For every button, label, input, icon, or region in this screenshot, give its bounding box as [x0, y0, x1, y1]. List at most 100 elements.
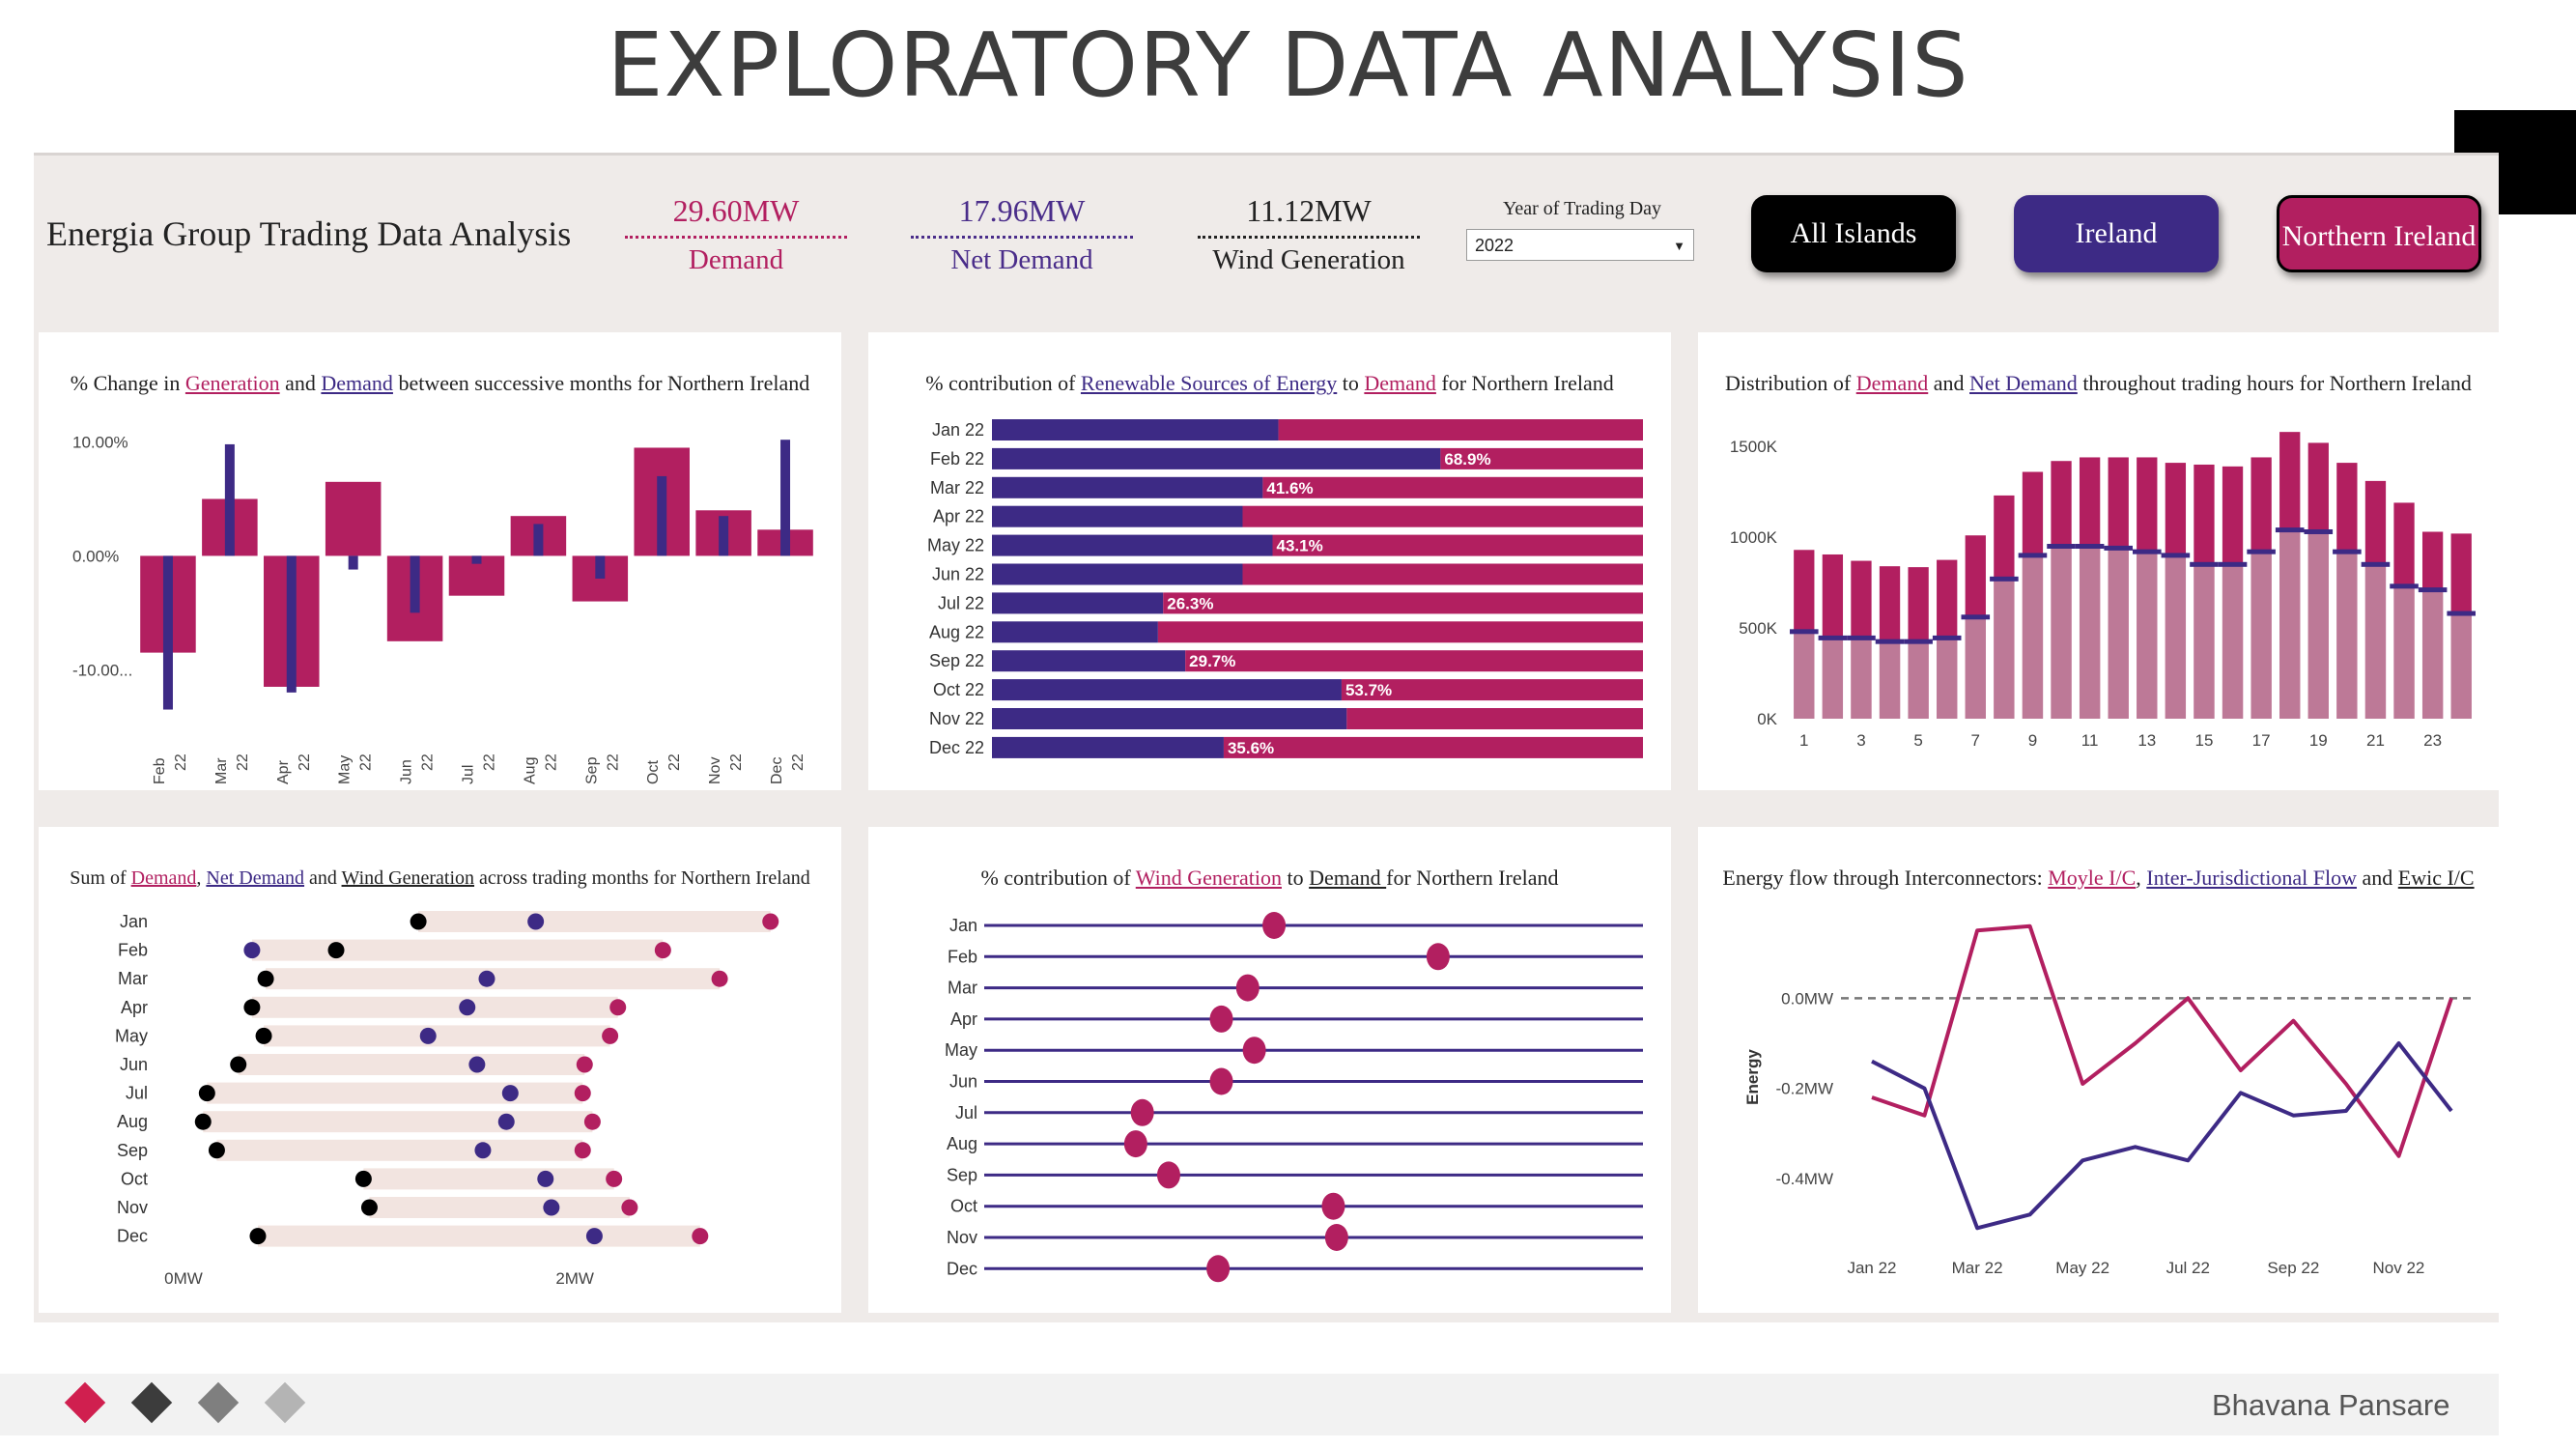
- data-label: 35.6%: [1228, 739, 1274, 757]
- title-link-renewables[interactable]: Renewable Sources of Energy: [1080, 371, 1338, 395]
- x-tick-label: 22: [543, 753, 559, 771]
- kpi-wind-generation-rule: [1198, 236, 1420, 239]
- range-band: [257, 1225, 700, 1247]
- panel-monthly-title: Sum of Demand, Net Demand and Wind Gener…: [39, 867, 841, 890]
- x-tick-label: 13: [2137, 731, 2156, 750]
- y-tick-label: 1000K: [1730, 528, 1778, 547]
- title-link-wind-generation[interactable]: Wind Generation: [1135, 866, 1282, 890]
- x-tick-label: 1: [1799, 731, 1808, 750]
- y-tick-label: -10.00...: [72, 661, 132, 679]
- kpi-net-demand-rule: [911, 236, 1133, 239]
- title-link-demand[interactable]: Demand: [321, 371, 393, 395]
- title-link-demand[interactable]: Demand: [1309, 866, 1387, 890]
- range-band: [251, 939, 664, 961]
- interconnector-chart: 0.0MW -0.2MW -0.4MW Energy Jan 22 Mar 22 May 2…: [1743, 923, 2471, 1277]
- title-link-ewic[interactable]: Ewic I/C: [2397, 866, 2475, 890]
- title-link-demand[interactable]: Demand: [1855, 371, 1929, 395]
- title-link-moyle[interactable]: Moyle I/C: [2048, 866, 2137, 890]
- moyle-line: [1871, 923, 2453, 1158]
- title-link-generation[interactable]: Generation: [184, 371, 280, 395]
- data-label: 43.1%: [1276, 537, 1322, 555]
- renewable-bar: [992, 592, 1164, 614]
- renewable-bar: [992, 447, 1441, 469]
- title-text: % contribution of: [925, 371, 1081, 395]
- x-tick-label: Apr: [275, 759, 292, 784]
- panel-renewable-contribution: % contribution of Renewable Sources of E…: [868, 332, 1671, 790]
- title-link-demand[interactable]: Demand: [130, 867, 197, 889]
- net-demand-marker: [2018, 553, 2048, 558]
- title-text: to: [1282, 866, 1310, 890]
- x-tick-label: 22: [235, 753, 251, 771]
- generation-bar: [719, 516, 729, 556]
- demand-dot: [574, 1085, 591, 1102]
- x-tick-label: 22: [297, 753, 313, 771]
- y-tick-label: Oct: [121, 1169, 148, 1188]
- title-text: Energy flow through Interconnectors:: [1722, 866, 2049, 890]
- demand-dot: [606, 1170, 623, 1187]
- net-demand-fill: [2051, 546, 2072, 719]
- title-link-net-demand[interactable]: Net Demand: [206, 867, 305, 889]
- net-demand-marker: [2247, 549, 2276, 554]
- y-tick-label: Jul: [126, 1084, 148, 1103]
- net-demand-fill: [1908, 641, 1929, 719]
- y-tick-label: Oct 22: [933, 680, 984, 699]
- net-demand-marker: [2133, 549, 2162, 554]
- generation-bar: [471, 555, 482, 564]
- title-text: and: [1928, 371, 1970, 395]
- ireland-button[interactable]: Ireland: [2014, 195, 2219, 272]
- x-tick-label: 9: [2028, 731, 2037, 750]
- wind-generation-dot: [360, 1199, 378, 1216]
- title-link-inter-jurisdictional[interactable]: Inter-Jurisdictional Flow: [2146, 866, 2357, 890]
- title-link-net-demand[interactable]: Net Demand: [1969, 371, 2078, 395]
- net-demand-dot: [478, 970, 495, 987]
- x-tick-label: 22: [173, 753, 189, 771]
- year-filter-dropdown[interactable]: 2022 ▼: [1466, 229, 1694, 261]
- northern-ireland-button[interactable]: Northern Ireland: [2277, 195, 2481, 272]
- title-link-wind-generation[interactable]: Wind Generation: [341, 867, 475, 889]
- wind-contribution-dot: [1130, 1098, 1154, 1126]
- net-demand-dot: [543, 1199, 560, 1216]
- inter-jurisdictional-line: [1871, 1041, 2453, 1231]
- x-tick-label: May 22: [2055, 1259, 2109, 1277]
- y-tick-label: Sep 22: [929, 651, 984, 670]
- range-band: [363, 1168, 614, 1190]
- title-text: Sum of: [70, 867, 131, 889]
- panel-wind-contribution: % contribution of Wind Generation to Dem…: [868, 827, 1671, 1313]
- generation-bar: [410, 555, 420, 613]
- kpi-demand-label: Demand: [688, 244, 784, 275]
- title-text: and: [2357, 866, 2398, 890]
- demand-dot: [621, 1199, 638, 1216]
- net-demand-fill: [2165, 554, 2187, 719]
- net-demand-fill: [2022, 554, 2044, 719]
- net-demand-marker: [2304, 528, 2334, 534]
- x-tick-label: Jan 22: [1847, 1259, 1896, 1277]
- title-link-demand[interactable]: Demand: [1364, 371, 1436, 395]
- x-tick-label: 22: [790, 753, 807, 771]
- x-tick-label: 22: [420, 753, 437, 771]
- renewable-bar: [992, 708, 1347, 729]
- y-tick-label: Jan: [949, 916, 977, 935]
- y-tick-label: Apr: [121, 998, 148, 1017]
- dropdown-arrow-icon[interactable]: ▼: [1673, 239, 1685, 253]
- y-tick-label: Dec 22: [929, 738, 984, 757]
- y-tick-label: Aug: [947, 1134, 977, 1153]
- title-text: % contribution of: [980, 866, 1136, 890]
- renewable-bar: [992, 736, 1224, 758]
- net-demand-marker: [2218, 561, 2248, 567]
- demand-dot: [574, 1142, 591, 1159]
- net-demand-fill: [2364, 564, 2387, 719]
- y-tick-label: 0.00%: [72, 547, 119, 565]
- panel-monthly-sums: Sum of Demand, Net Demand and Wind Gener…: [39, 827, 841, 1313]
- kpi-wind-generation: 11.12MW Wind Generation: [1198, 189, 1420, 276]
- non-renewable-bar: [1223, 736, 1643, 758]
- all-islands-button[interactable]: All Islands: [1751, 195, 1956, 272]
- generation-bar: [657, 475, 667, 556]
- panel-pct-change-title: % Change in Generation and Demand betwee…: [39, 371, 841, 396]
- panel-wind-title: % contribution of Wind Generation to Dem…: [868, 866, 1671, 891]
- y-tick-label: Dec: [117, 1227, 148, 1246]
- generation-bar: [162, 555, 173, 710]
- footer-bar: [0, 1374, 2499, 1435]
- y-tick-label: 500K: [1739, 619, 1777, 638]
- x-tick-label: Sep: [583, 756, 600, 784]
- y-tick-label: Feb 22: [930, 449, 984, 469]
